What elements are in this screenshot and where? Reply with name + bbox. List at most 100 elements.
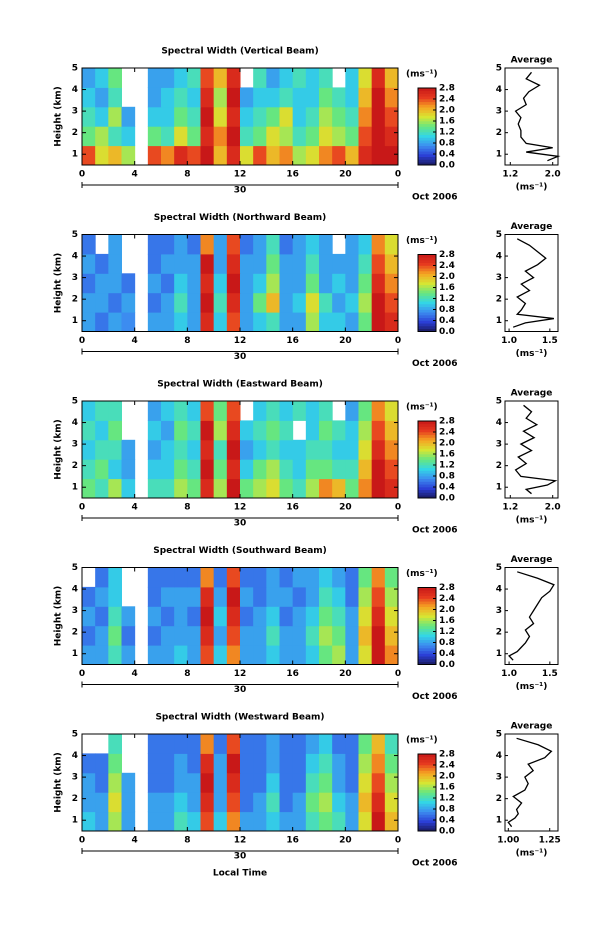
colorbar-tick-label: 1.6 [439, 616, 455, 626]
heat-cell [345, 145, 359, 166]
colorbar-tick-label: 2.8 [439, 583, 455, 593]
heat-cell [292, 68, 307, 88]
heat-cell [95, 312, 109, 332]
heat-cell [187, 401, 201, 421]
heat-cell [384, 567, 399, 588]
heat-cell [82, 459, 96, 480]
colorbar-tick-label: 0.0 [439, 494, 455, 504]
heat-cell [240, 292, 254, 313]
colorbar-band [418, 96, 436, 100]
heat-cell [147, 625, 162, 646]
colorbar-band [418, 151, 436, 155]
heat-cell [305, 273, 320, 294]
heat-cell [213, 772, 228, 793]
heat-cell [371, 234, 386, 255]
heat-cell [240, 811, 254, 832]
x-tick-label: 0 [395, 336, 401, 346]
heat-cell [213, 401, 228, 421]
heat-cell [319, 68, 333, 88]
colorbar-band [418, 593, 436, 597]
x-tick-label: 8 [184, 669, 190, 679]
heat-cell [147, 312, 162, 332]
colorbar-tick-label: 2.0 [439, 439, 455, 449]
x-tick-label: 12 [234, 336, 247, 346]
y-tick-label: 3 [496, 606, 502, 616]
heat-cell [384, 625, 399, 646]
heat-cell [161, 273, 175, 294]
heat-cell [305, 420, 320, 441]
y-axis-label: Height (km) [54, 752, 64, 813]
colorbar-band [418, 778, 436, 782]
heat-cell [319, 273, 333, 294]
y-tick-label: 1 [496, 649, 502, 659]
heat-cell [384, 106, 399, 127]
x-tick-label: 0 [79, 503, 85, 513]
heat-cell [371, 478, 386, 499]
colorbar-band [418, 756, 436, 760]
heat-cell [161, 772, 175, 793]
colorbar-band [418, 487, 436, 491]
heat-cell [213, 478, 228, 499]
heat-cell [187, 792, 201, 813]
heat-cell [95, 772, 109, 793]
heat-cell [332, 87, 346, 108]
heat-cell [226, 734, 241, 754]
colorbar-tick-label: 0.8 [439, 805, 455, 815]
heat-cell [305, 145, 320, 166]
colorbar-band [418, 90, 436, 94]
y-tick-label: 4 [72, 252, 78, 262]
heat-cell [174, 586, 188, 607]
heat-cell [292, 312, 307, 332]
y-tick-label: 3 [72, 773, 78, 783]
heat-cell [82, 478, 96, 499]
heat-cell [371, 439, 386, 460]
heat-cell [345, 439, 359, 460]
heat-cell [200, 401, 215, 421]
heat-cell [121, 792, 136, 813]
heat-cell [82, 145, 96, 166]
heat-cell [358, 439, 373, 460]
heat-cell [213, 420, 228, 441]
heat-cell [174, 478, 188, 499]
y-tick-label: 4 [496, 252, 502, 262]
heat-cell [266, 292, 280, 313]
heat-cell [371, 606, 386, 627]
heat-cell [161, 586, 175, 607]
colorbar-tick-label: 2.0 [439, 272, 455, 282]
heat-cell [147, 606, 162, 627]
heat-cell [253, 645, 267, 665]
heat-cell [240, 645, 254, 665]
colorbar-band [418, 656, 436, 660]
heat-cell [305, 68, 320, 88]
colorbar-band [418, 162, 436, 166]
colorbar-band [418, 456, 436, 460]
heat-cell [371, 68, 386, 88]
y-tick-label: 2 [72, 295, 78, 305]
heat-cell [253, 734, 267, 754]
colorbar-band [418, 437, 436, 441]
heat-cell [187, 420, 201, 441]
heat-cell [240, 312, 254, 332]
heat-cell [240, 420, 254, 441]
heat-cell [121, 606, 136, 627]
heat-cell [108, 772, 122, 793]
colorbar-band [418, 495, 436, 499]
heat-cell [161, 753, 175, 774]
heat-cell [384, 312, 399, 332]
heat-cell [345, 625, 359, 646]
average-profile [507, 737, 553, 828]
heat-cell [253, 439, 267, 460]
heat-cell [358, 478, 373, 499]
colorbar-band [418, 792, 436, 796]
heat-cell [371, 292, 386, 313]
colorbar-tick-label: 1.6 [439, 117, 455, 127]
colorbar-tick-label: 0.4 [439, 816, 455, 826]
x-tick-label: 16 [286, 170, 299, 180]
heat-cell [292, 645, 307, 665]
heat-cell [266, 734, 280, 754]
heat-cell [161, 567, 175, 588]
x-tick-label: 4 [132, 170, 138, 180]
heat-cell [161, 606, 175, 627]
heat-cell [266, 459, 280, 480]
heat-cell [147, 792, 162, 813]
